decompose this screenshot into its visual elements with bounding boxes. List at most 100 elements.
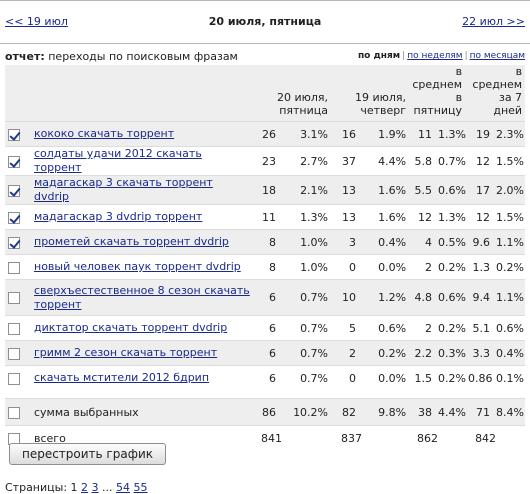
today-count: 8 (253, 229, 279, 255)
row-checkbox[interactable] (8, 211, 20, 224)
today-percent: 0.7% (279, 340, 332, 366)
avg-7days-percent: 2.3% (493, 121, 526, 147)
avg-7days-percent: 0.4% (493, 340, 526, 366)
avg-7days-percent: 0.2% (493, 254, 526, 280)
phrase-cell: мадагаскар 3 dvdrip торрент (31, 204, 253, 230)
today-count: 23 (253, 146, 279, 176)
row-checkbox[interactable] (8, 236, 20, 249)
phrase-link[interactable]: скачать мстители 2012 бдрип (34, 371, 210, 385)
separator: | (464, 51, 468, 61)
phrase-link[interactable]: мадагаскар 3 dvdrip торрент (34, 210, 203, 223)
row-checkbox[interactable] (8, 128, 20, 141)
phrase-link[interactable]: мадагаскар 3 скачать торрент dvdrip (34, 176, 213, 203)
header-checkbox-spacer (5, 65, 31, 122)
header-avg-friday-text: в среднем в пятницу (412, 65, 463, 117)
rebuild-chart-button[interactable]: перестроить график (9, 443, 166, 465)
phrase-link[interactable]: диктатор скачать торрент dvdrip (34, 321, 228, 334)
phrase-link[interactable]: кококо скачать торрент (34, 127, 175, 140)
phrase-link[interactable]: прометей скачать торрент dvdrip (34, 235, 229, 248)
avg-7days-count: 12 (465, 204, 494, 230)
header-phrase-spacer (31, 65, 253, 122)
avg-7days-count: 19 (465, 121, 494, 147)
avg-friday-total: 862 (409, 425, 466, 451)
yesterday-count: 13 (331, 204, 360, 230)
avg-friday-percent: 1.3% (435, 204, 466, 230)
pager-page-link[interactable]: 54 (116, 481, 131, 494)
next-day-link[interactable]: 22 июл >> (462, 15, 525, 28)
pager-page-link[interactable]: 2 (81, 481, 89, 494)
pager-page-link[interactable]: 55 (133, 481, 148, 494)
view-by-week-link[interactable]: по неделям (407, 51, 463, 61)
avg-friday-count: 1.5 (409, 365, 436, 391)
today-percent: 10.2% (279, 398, 332, 426)
avg-friday-count: 2.2 (409, 340, 436, 366)
table-row: скачать мстители 2012 бдрип 6 0.7% 0 0.0… (5, 365, 526, 391)
today-count: 6 (253, 315, 279, 341)
table-row: кококо скачать торрент 26 3.1% 16 1.9% 1… (5, 121, 526, 147)
today-percent: 1.0% (279, 229, 332, 255)
avg-friday-percent: 0.6% (435, 279, 466, 316)
avg-7days-count: 71 (465, 398, 494, 426)
row-checkbox-cell (5, 315, 31, 341)
yesterday-count: 13 (331, 175, 360, 205)
sum-label: сумма выбранных (31, 398, 253, 426)
table-row: солдаты удачи 2012 скачать торрент 23 2.… (5, 146, 526, 176)
avg-7days-count: 1.3 (465, 254, 494, 280)
yesterday-total: 837 (331, 425, 410, 451)
avg-7days-total: 842 (465, 425, 526, 451)
prev-day-link[interactable]: << 19 июл (5, 15, 68, 28)
avg-7days-count: 17 (465, 175, 494, 205)
row-checkbox[interactable] (8, 347, 20, 360)
avg-7days-percent: 0.6% (493, 315, 526, 341)
today-count: 6 (253, 279, 279, 316)
pager-ellipsis: ... (102, 481, 113, 494)
view-by-month-link[interactable]: по месяцам (469, 51, 525, 61)
row-checkbox[interactable] (8, 261, 20, 274)
search-phrases-table: 20 июля, пятница 19 июля, четверг в сред… (5, 65, 526, 451)
yesterday-count: 5 (331, 315, 360, 341)
avg-friday-percent: 1.3% (435, 121, 466, 147)
table-row: сверхъестественное 8 сезон скачать торре… (5, 279, 526, 316)
phrase-link[interactable]: гримм 2 сезон скачать торрент (34, 346, 218, 359)
avg-friday-count: 12 (409, 204, 436, 230)
today-percent: 2.7% (279, 146, 332, 176)
avg-7days-percent: 1.1% (493, 279, 526, 316)
row-checkbox[interactable] (8, 184, 20, 197)
phrase-link[interactable]: сверхъестественное 8 сезон скачать торре… (34, 283, 250, 311)
view-by-day[interactable]: по дням (357, 51, 401, 61)
row-checkbox[interactable] (8, 292, 20, 304)
row-checkbox[interactable] (8, 155, 20, 168)
yesterday-percent: 0.0% (359, 254, 410, 280)
table-row: прометей скачать торрент dvdrip 8 1.0% 3… (5, 229, 526, 255)
phrase-link[interactable]: солдаты удачи 2012 скачать торрент (34, 147, 202, 174)
phrase-cell: прометей скачать торрент dvdrip (31, 229, 253, 255)
pager-label: Страницы: (5, 481, 68, 494)
today-count: 86 (253, 398, 279, 426)
row-checkbox-cell (5, 175, 31, 205)
avg-friday-count: 4 (409, 229, 436, 255)
yesterday-percent: 1.9% (359, 121, 410, 147)
row-checkbox-cell (5, 340, 31, 366)
row-checkbox-cell (5, 204, 31, 230)
current-date: 20 июля, пятница (208, 15, 322, 28)
yesterday-percent: 1.6% (359, 175, 410, 205)
phrase-cell: кококо скачать торрент (31, 121, 253, 147)
yesterday-count: 16 (331, 121, 360, 147)
selected-sum-row: сумма выбранных 86 10.2% 82 9.8% 38 4.4%… (5, 398, 526, 426)
avg-7days-percent: 1.5% (493, 146, 526, 176)
avg-friday-percent: 0.6% (435, 175, 466, 205)
row-checkbox[interactable] (8, 322, 20, 335)
today-percent: 2.1% (279, 175, 332, 205)
row-checkbox[interactable] (8, 372, 20, 385)
phrase-link[interactable]: новый человек паук торрент dvdrip (34, 260, 241, 273)
today-count: 18 (253, 175, 279, 205)
sum-checkbox[interactable] (8, 406, 20, 419)
avg-7days-count: 9.4 (465, 279, 494, 316)
avg-friday-count: 4.8 (409, 279, 436, 316)
today-percent: 0.7% (279, 365, 332, 391)
avg-friday-count: 2 (409, 315, 436, 341)
phrase-cell: диктатор скачать торрент dvdrip (31, 315, 253, 341)
pager-page-link[interactable]: 3 (91, 481, 99, 494)
header-yesterday: 19 июля, четверг (331, 65, 409, 122)
avg-7days-count: 0.86 (465, 365, 494, 391)
